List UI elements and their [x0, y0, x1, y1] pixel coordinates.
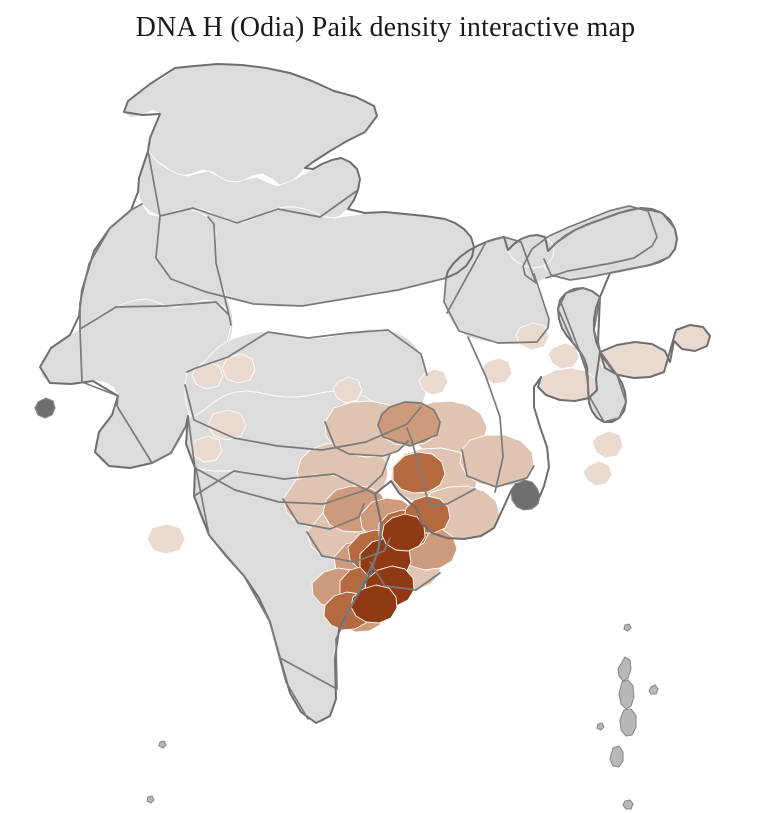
- island-lakshadweep-b[interactable]: [146, 795, 155, 804]
- island-middle-andaman[interactable]: [618, 679, 635, 710]
- district-tier1-mumbai[interactable]: [146, 523, 186, 555]
- district-tier1-mp-north[interactable]: [221, 353, 256, 384]
- district-tier1-westbengal-strip[interactable]: [515, 322, 550, 351]
- page-title: DNA H (Odia) Paik density interactive ma…: [135, 12, 636, 43]
- island-barren[interactable]: [648, 684, 659, 695]
- island-speck-west[interactable]: [596, 722, 605, 731]
- andaman-nicobar-islands[interactable]: [146, 623, 659, 813]
- district-tier1-tripura[interactable]: [591, 430, 624, 459]
- district-tier1-mp-south[interactable]: [207, 409, 247, 441]
- sundarbans-delta[interactable]: [510, 479, 541, 511]
- district-tier1-up-east[interactable]: [332, 376, 363, 404]
- island-car-nicobar[interactable]: [622, 799, 634, 810]
- island-south-andaman[interactable]: [619, 708, 637, 737]
- kutch-west-tip[interactable]: [34, 397, 56, 419]
- island-lakshadweep-a[interactable]: [158, 740, 167, 749]
- india-choropleth-map[interactable]: [0, 52, 771, 813]
- region-arunachal[interactable]: [543, 207, 678, 281]
- district-tier1-bihar[interactable]: [418, 368, 449, 396]
- island-north-andaman[interactable]: [617, 656, 632, 682]
- district-tier1-mizoram[interactable]: [582, 460, 613, 487]
- state-boundary-set: [79, 150, 676, 720]
- district-tier5-core-c[interactable]: [381, 513, 426, 552]
- district-tier1-mp-north-b[interactable]: [191, 362, 224, 390]
- boundary-overlay: [39, 63, 711, 724]
- island-little-andaman[interactable]: [609, 745, 624, 768]
- district-tier4-odisha-c[interactable]: [392, 451, 446, 494]
- water-body-patches: [34, 397, 541, 511]
- district-tier1-meghalaya[interactable]: [547, 342, 580, 370]
- island-speck-north[interactable]: [623, 623, 632, 632]
